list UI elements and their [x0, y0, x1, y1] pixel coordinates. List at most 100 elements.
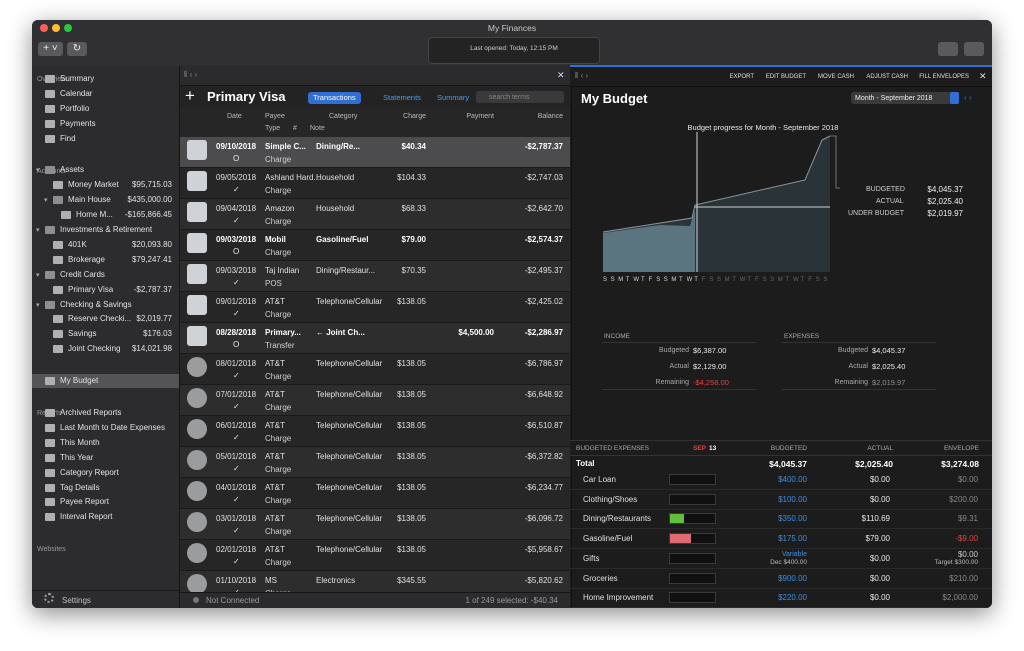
- tab[interactable]: Transactions: [308, 92, 361, 104]
- transaction-row[interactable]: [180, 199, 570, 230]
- category-label[interactable]: Gasoline/Fuel: [583, 534, 633, 544]
- category-label[interactable]: Gifts: [583, 553, 600, 563]
- legend-amount: $2,019.97: [927, 209, 963, 218]
- transaction-row[interactable]: [180, 323, 570, 354]
- sidebar-item[interactable]: Summary: [60, 73, 95, 83]
- budget-action[interactable]: MOVE CASH: [817, 74, 854, 80]
- transaction-row[interactable]: [180, 261, 570, 292]
- sidebar-item[interactable]: Last Month to Date Expenses: [60, 422, 165, 432]
- column-header[interactable]: Category: [329, 113, 358, 120]
- budgeted-amount[interactable]: $900.00: [778, 573, 807, 583]
- close-button[interactable]: [40, 24, 48, 32]
- add-button[interactable]: + ˅: [38, 42, 63, 56]
- transaction-row[interactable]: [180, 168, 570, 199]
- transaction-row[interactable]: [180, 540, 570, 571]
- sidebar-item[interactable]: Archived Reports: [60, 408, 122, 417]
- budget-action[interactable]: EDIT BUDGET: [765, 74, 806, 80]
- sidebar-item[interactable]: 401K: [68, 239, 87, 249]
- transaction-row[interactable]: [180, 447, 570, 478]
- disclosure[interactable]: ▾: [36, 271, 40, 279]
- category-label[interactable]: Home Improvement: [583, 593, 654, 603]
- refresh-button[interactable]: ↻: [67, 42, 87, 56]
- budget-action[interactable]: ADJUST CASH: [866, 74, 908, 80]
- transaction-row[interactable]: [180, 478, 570, 509]
- budget-action[interactable]: EXPORT: [729, 74, 754, 80]
- budgeted-amount[interactable]: $350.00: [778, 514, 807, 524]
- category-label[interactable]: Groceries: [583, 573, 618, 583]
- disclosure[interactable]: ▾: [36, 167, 40, 175]
- pane-close[interactable]: ✕: [557, 70, 565, 80]
- sidebar-item[interactable]: Main House: [68, 195, 111, 205]
- sidebar-item[interactable]: Portfolio: [60, 103, 90, 113]
- transaction-row[interactable]: [180, 354, 570, 385]
- budgeted-amount[interactable]: $175.00: [778, 534, 807, 544]
- day-label: S: [603, 277, 608, 283]
- category-label[interactable]: Clothing/Shoes: [583, 494, 638, 504]
- transaction-row[interactable]: [180, 416, 570, 447]
- period-select[interactable]: [851, 92, 959, 104]
- column-header[interactable]: Payee: [265, 113, 285, 120]
- payee-icon: [187, 202, 207, 222]
- sidebar-item[interactable]: Home M...: [76, 210, 113, 220]
- column-header[interactable]: Balance: [537, 113, 563, 120]
- budget-chart: [602, 132, 840, 272]
- sidebar-item[interactable]: Reserve Checki...: [68, 314, 132, 324]
- budgeted-amount[interactable]: $100.00: [778, 494, 807, 504]
- transaction-row[interactable]: [180, 385, 570, 416]
- add-transaction[interactable]: +: [185, 86, 195, 105]
- settings-label[interactable]: Settings: [62, 596, 91, 605]
- sidebar-item[interactable]: Find: [60, 133, 76, 143]
- sidebar-item[interactable]: Credit Cards: [60, 269, 105, 279]
- disclosure[interactable]: ▾: [36, 301, 40, 309]
- budgeted-amount[interactable]: Variable: [781, 550, 807, 558]
- sidebar-item[interactable]: Calendar: [60, 88, 93, 98]
- transaction-row[interactable]: [180, 230, 570, 261]
- sidebar-item[interactable]: Category Report: [60, 467, 119, 477]
- sidebar-item[interactable]: Savings: [68, 329, 97, 339]
- budgeted-amount[interactable]: $400.00: [778, 475, 807, 484]
- disclosure[interactable]: ▾: [36, 227, 40, 234]
- sidebar-item[interactable]: Investments & Retirement: [60, 225, 153, 234]
- search-field[interactable]: [476, 91, 564, 103]
- transaction-row[interactable]: [180, 292, 570, 323]
- payee-icon: [187, 419, 207, 439]
- budget-action[interactable]: FILL ENVELOPES: [919, 74, 969, 80]
- envelope-amount: $200.00: [949, 494, 978, 504]
- transaction-row[interactable]: [180, 137, 570, 168]
- sidebar-item[interactable]: Primary Visa: [68, 284, 114, 294]
- sidebar-item[interactable]: Tag Details: [60, 482, 100, 492]
- total-envelope: $3,274.08: [941, 459, 979, 469]
- settings-icon[interactable]: [44, 593, 54, 603]
- column-header[interactable]: Charge: [403, 113, 426, 120]
- category-label[interactable]: Car Loan: [583, 475, 616, 484]
- sidebar-item[interactable]: This Year: [60, 452, 94, 462]
- pane-close[interactable]: ✕: [979, 71, 987, 81]
- sidebar-item[interactable]: My Budget: [60, 376, 99, 386]
- sidebar-item[interactable]: This Month: [60, 437, 100, 447]
- payee-icon: [187, 481, 207, 501]
- period-nav[interactable]: ‹ ›: [964, 93, 972, 102]
- transaction-charge: $138.05: [397, 452, 426, 461]
- sidebar-item[interactable]: Joint Checking: [68, 344, 121, 354]
- sidebar-item[interactable]: Payments: [60, 118, 96, 128]
- sidebar-item[interactable]: Interval Report: [60, 512, 113, 522]
- column-header[interactable]: Date: [227, 113, 242, 120]
- minimize-button[interactable]: [52, 24, 60, 32]
- zoom-button[interactable]: [64, 24, 72, 32]
- sidebar-item[interactable]: Assets: [60, 165, 85, 175]
- budgeted-amount[interactable]: $220.00: [778, 593, 807, 603]
- transaction-balance: -$5,820.62: [524, 576, 563, 585]
- tab[interactable]: Summary: [437, 93, 470, 102]
- transaction-row[interactable]: [180, 509, 570, 540]
- toolbar-button[interactable]: [938, 42, 958, 56]
- tab[interactable]: Statements: [383, 93, 421, 102]
- column-header[interactable]: Payment: [466, 113, 494, 120]
- sidebar-item[interactable]: Brokerage: [68, 254, 105, 264]
- toolbar-button[interactable]: [964, 42, 984, 56]
- disclosure[interactable]: ▾: [44, 197, 48, 205]
- category-label[interactable]: Dining/Restaurants: [583, 514, 652, 524]
- sidebar-item[interactable]: Checking & Savings: [60, 299, 132, 309]
- budget-row-rule: [570, 508, 992, 510]
- sidebar-item[interactable]: Payee Report: [60, 497, 109, 507]
- sidebar-item[interactable]: Money Market: [68, 180, 119, 190]
